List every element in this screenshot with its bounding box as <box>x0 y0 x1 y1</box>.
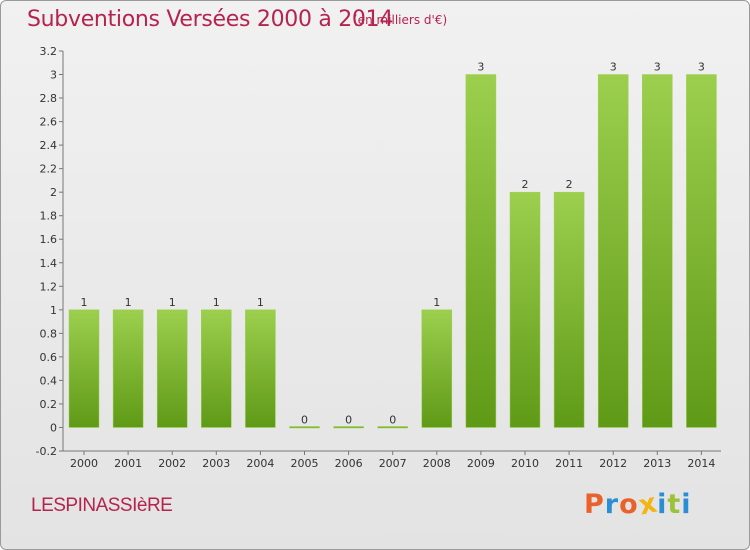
data-label-2013: 3 <box>654 61 661 74</box>
data-label-2000: 1 <box>81 296 88 309</box>
x-tick-label: 2014 <box>687 457 715 470</box>
bar-2012[interactable] <box>597 74 629 428</box>
data-label-2010: 2 <box>522 178 529 191</box>
x-tick-label: 2011 <box>555 457 583 470</box>
proxiti-logo[interactable]: Proxiti <box>584 487 692 521</box>
data-label-2003: 1 <box>213 296 220 309</box>
bar-2014[interactable] <box>686 74 717 428</box>
data-label-2012: 3 <box>610 61 617 74</box>
bar-2002[interactable] <box>156 309 188 428</box>
y-tick-label: 3 <box>50 69 57 82</box>
commune-name: LESPINASSIèRE <box>31 495 173 516</box>
y-tick-label: 1.8 <box>40 210 58 223</box>
x-tick-label: 2001 <box>114 457 142 470</box>
bar-2008[interactable] <box>421 309 453 428</box>
y-tick-label: -0.2 <box>36 445 57 458</box>
bar-2013[interactable] <box>642 74 673 428</box>
y-tick-label: 2.8 <box>40 92 58 105</box>
y-tick-label: 0.2 <box>40 398 58 411</box>
y-tick-label: 3.2 <box>40 45 58 58</box>
y-tick-label: 2.6 <box>40 116 58 129</box>
data-label-2011: 2 <box>566 178 573 191</box>
data-label-2008: 1 <box>433 296 440 309</box>
data-label-2002: 1 <box>169 296 176 309</box>
data-label-2001: 1 <box>125 296 132 309</box>
bar-2000[interactable] <box>68 309 100 428</box>
x-tick-label: 2006 <box>335 457 363 470</box>
x-tick-label: 2013 <box>643 457 671 470</box>
x-tick-label: 2005 <box>291 457 319 470</box>
logo-letter: o <box>619 489 639 520</box>
x-tick-label: 2002 <box>158 457 186 470</box>
data-label-2004: 1 <box>257 296 264 309</box>
bar-2006[interactable] <box>333 426 364 429</box>
y-tick-label: 0.6 <box>40 351 58 364</box>
y-tick-label: 1.6 <box>40 233 58 246</box>
y-tick-label: 1.4 <box>40 257 58 270</box>
logo-letter: P <box>584 489 605 520</box>
x-tick-label: 2003 <box>202 457 230 470</box>
bar-2005[interactable] <box>289 426 320 429</box>
data-labels: 1 1 1 1 1 0 0 0 1 3 2 2 3 3 3 <box>81 61 705 427</box>
data-label-2009: 3 <box>477 61 484 74</box>
bar-2004[interactable] <box>245 309 276 428</box>
y-tick-label: 2.2 <box>40 163 58 176</box>
y-tick-label: 1 <box>50 304 57 317</box>
y-tick-label: 2.4 <box>40 139 58 152</box>
y-tick-label: 0.8 <box>40 327 58 340</box>
bars <box>68 74 717 429</box>
x-tick-label: 2008 <box>423 457 451 470</box>
y-tick-label: 1.2 <box>40 280 58 293</box>
logo-letter: r <box>604 489 620 520</box>
data-label-2005: 0 <box>301 413 308 426</box>
logo-letter: t <box>667 489 682 520</box>
bar-2003[interactable] <box>201 309 232 428</box>
data-label-2007: 0 <box>389 413 396 426</box>
chart-title: Subventions Versées 2000 à 2014 <box>27 7 394 32</box>
unit-label: (en milliers d'€) <box>353 13 448 27</box>
x-tick-label: 2010 <box>511 457 539 470</box>
x-tick-label: 2000 <box>70 457 98 470</box>
y-tick-label: 0 <box>50 421 57 434</box>
y-tick-label: 2 <box>50 186 57 199</box>
y-axis: -0.2 0 0.2 0.4 0.6 0.8 1 1.2 1.4 1.6 1.8 2 2.2 2.4 2.6… <box>36 45 64 458</box>
x-axis: 2000 2001 2002 2003 2004 2005 2006 2007 2008 2009… <box>63 450 721 470</box>
x-tick-label: 2007 <box>379 457 407 470</box>
bar-2010[interactable] <box>509 191 541 428</box>
y-tick-label: 0.4 <box>40 374 58 387</box>
data-label-2014: 3 <box>698 61 705 74</box>
bar-2009[interactable] <box>465 74 497 428</box>
x-tick-label: 2012 <box>599 457 627 470</box>
logo-letter: i <box>681 489 692 520</box>
logo-letter: i <box>657 489 668 520</box>
x-tick-label: 2009 <box>467 457 495 470</box>
bar-2001[interactable] <box>112 309 144 428</box>
bar-2011[interactable] <box>553 191 585 428</box>
data-label-2006: 0 <box>345 413 352 426</box>
bar-2007[interactable] <box>377 426 408 429</box>
x-tick-label: 2004 <box>246 457 274 470</box>
